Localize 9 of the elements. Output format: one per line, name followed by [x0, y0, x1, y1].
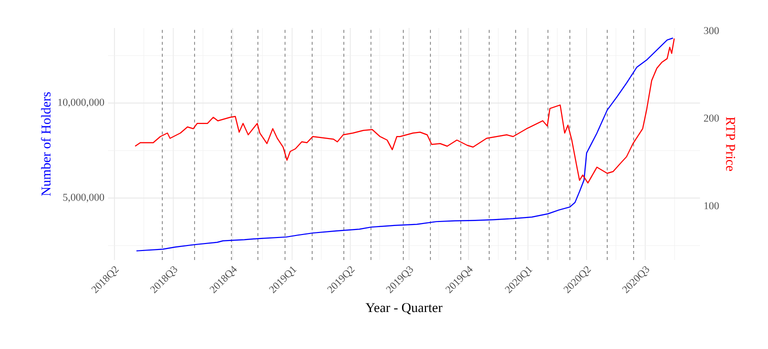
x-axis-title: Year - Quarter [366, 303, 442, 314]
y-tick-label: 10,000,000 [58, 98, 104, 108]
y-tick-label: 5,000,000 [63, 194, 104, 202]
y2-axis-title: RTP Price [726, 116, 736, 171]
y2-tick-label: 100 [704, 202, 719, 210]
y-axis-title: Number of Holders [40, 92, 51, 196]
line-series [134, 38, 675, 184]
y2-tick-label: 200 [704, 114, 719, 122]
y2-tick-label: 300 [704, 27, 719, 34]
